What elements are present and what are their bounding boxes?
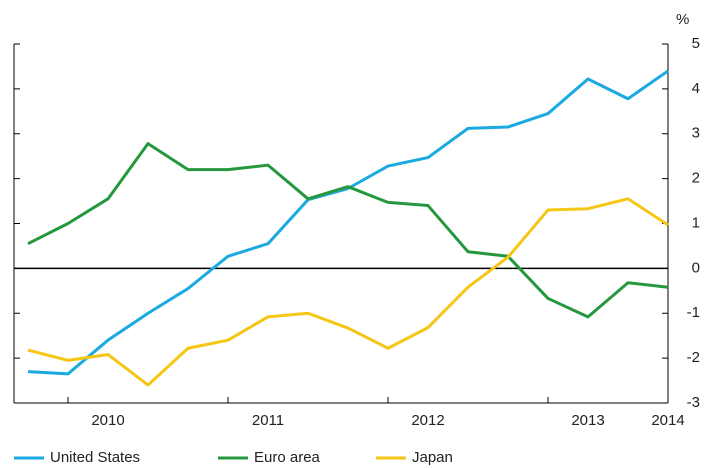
- y-tick-label: 4: [692, 80, 700, 97]
- x-tick-label: 2010: [91, 412, 124, 429]
- x-tick-label: 2013: [571, 412, 604, 429]
- y-tick-label: 5: [692, 35, 700, 52]
- y-tick-label: 0: [692, 259, 700, 276]
- x-tick-label: 2011: [252, 412, 284, 429]
- y-tick-label: 2: [692, 170, 700, 187]
- series-line: [27, 142, 669, 319]
- legend-label: United States: [50, 449, 140, 466]
- series-line: [27, 197, 669, 387]
- y-unit: %: [676, 11, 689, 28]
- y-tick-label: -2: [687, 349, 700, 366]
- series-line: [27, 69, 669, 376]
- x-tick-label: 2014: [651, 412, 684, 429]
- legend-label: Japan: [412, 449, 453, 466]
- y-tick-label: -3: [687, 394, 700, 411]
- x-tick-label: 2012: [411, 412, 444, 429]
- y-tick-label: -1: [687, 304, 700, 321]
- legend-label: Euro area: [254, 449, 321, 466]
- y-tick-label: 1: [692, 214, 700, 231]
- y-tick-label: 3: [692, 125, 700, 142]
